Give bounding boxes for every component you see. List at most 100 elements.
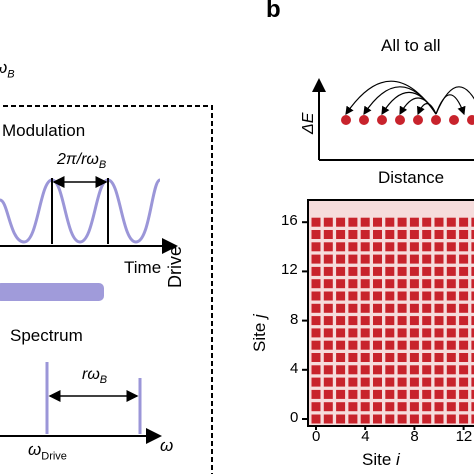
heatmap-cell xyxy=(360,303,370,313)
heatmap-cell xyxy=(434,316,444,326)
heatmap-cell xyxy=(385,353,395,362)
heatmap-cell xyxy=(311,377,321,387)
heatmap-cell xyxy=(409,402,419,412)
heatmap-cell xyxy=(311,230,321,239)
heatmap-cell xyxy=(336,303,346,313)
heatmap-cell xyxy=(360,217,370,227)
heatmap-cell xyxy=(409,328,419,338)
heatmap-cell xyxy=(373,217,382,227)
heatmap-cell xyxy=(385,414,395,424)
heatmap-cell xyxy=(434,377,444,387)
heatmap-cell xyxy=(471,316,474,326)
heatmap-cell xyxy=(397,353,407,362)
heatmap-cell xyxy=(373,303,382,313)
heatmap-cell xyxy=(348,340,358,350)
heatmap-cell xyxy=(422,340,432,350)
heatmap-cell xyxy=(471,291,474,301)
heatmap-cell xyxy=(422,254,432,264)
heatmap-cell xyxy=(397,217,407,227)
modulation-plot xyxy=(0,176,178,254)
heatmap-cell xyxy=(360,340,370,350)
y-tick-label: 12 xyxy=(281,261,298,279)
omega-b-top-label: ωB xyxy=(0,58,15,81)
heatmap-cell xyxy=(471,303,474,313)
heatmap-cell xyxy=(323,279,333,289)
heatmap-cell xyxy=(446,389,456,399)
heatmap-cell xyxy=(336,230,346,239)
heatmap-cell xyxy=(385,402,395,412)
heatmap-cell xyxy=(459,377,469,387)
distance-axis-label: Distance xyxy=(378,168,445,187)
heatmap-cell xyxy=(459,254,469,264)
heatmap-cell xyxy=(409,266,419,276)
heatmap-cell xyxy=(409,217,419,227)
heatmap-cell xyxy=(434,328,444,338)
heatmap-cell xyxy=(311,316,321,326)
heatmap-cell xyxy=(471,389,474,399)
site-dot xyxy=(467,115,474,125)
heatmap-cell xyxy=(336,414,346,424)
heatmap-cell xyxy=(434,303,444,313)
interaction-schematic xyxy=(312,78,474,161)
heatmap-cell xyxy=(471,365,474,375)
heatmap-cell xyxy=(373,365,382,375)
heatmap-cell xyxy=(385,316,395,326)
heatmap-cell xyxy=(409,230,419,239)
heatmap-cell xyxy=(373,230,382,239)
heatmap-cell xyxy=(397,242,407,252)
heatmap-cell xyxy=(446,217,456,227)
heatmap-cell xyxy=(360,254,370,264)
heatmap-cell xyxy=(373,316,382,326)
heatmap-cell xyxy=(409,377,419,387)
heatmap-cell xyxy=(336,340,346,350)
heatmap-cell xyxy=(446,254,456,264)
heatmap-cell xyxy=(434,266,444,276)
heatmap-cell xyxy=(385,242,395,252)
heatmap-cell xyxy=(348,291,358,301)
y-tick-label: 0 xyxy=(290,409,299,426)
heatmap-cell xyxy=(373,377,382,387)
heatmap-cell xyxy=(434,254,444,264)
heatmap-cell xyxy=(348,230,358,239)
heatmap-cell xyxy=(446,316,456,326)
heatmap-cell xyxy=(422,353,432,362)
heatmap-cell xyxy=(397,316,407,326)
heatmap-cell xyxy=(373,353,382,362)
heatmap-cell xyxy=(459,328,469,338)
heatmap-cell xyxy=(373,414,382,424)
heatmap-cell xyxy=(446,340,456,350)
heatmap-cell xyxy=(446,230,456,239)
heatmap-cell xyxy=(434,230,444,239)
omega-drive-label: ωDrive xyxy=(28,440,67,463)
heatmap-cell xyxy=(409,279,419,289)
heatmap-cell xyxy=(471,230,474,239)
heatmap-cell xyxy=(360,377,370,387)
heatmap-cell xyxy=(397,230,407,239)
heatmap-cell xyxy=(471,328,474,338)
heatmap-cell xyxy=(323,291,333,301)
heatmap-cell xyxy=(348,328,358,338)
heatmap-cell xyxy=(471,279,474,289)
y-tick-label: 16 xyxy=(281,212,298,230)
heatmap-cell xyxy=(323,340,333,350)
heatmap-cell xyxy=(336,402,346,412)
heatmap-cell xyxy=(397,402,407,412)
heatmap-cell xyxy=(385,303,395,313)
site-dot xyxy=(341,115,351,125)
interaction-arc xyxy=(435,86,474,115)
heatmap-cell xyxy=(459,340,469,350)
heatmap-y-label: Site j xyxy=(250,314,269,352)
heatmap-cell xyxy=(311,254,321,264)
heatmap-cell xyxy=(397,414,407,424)
heatmap-cell xyxy=(373,266,382,276)
heatmap-cell xyxy=(311,402,321,412)
heatmap-cell xyxy=(323,303,333,313)
heatmap-cell xyxy=(360,365,370,375)
heatmap-cell xyxy=(348,414,358,424)
heatmap-cell xyxy=(336,242,346,252)
heatmap-cell xyxy=(323,328,333,338)
heatmap-cell xyxy=(311,414,321,424)
heatmap-cell xyxy=(422,230,432,239)
heatmap-cell xyxy=(446,303,456,313)
heatmap-cell xyxy=(360,328,370,338)
